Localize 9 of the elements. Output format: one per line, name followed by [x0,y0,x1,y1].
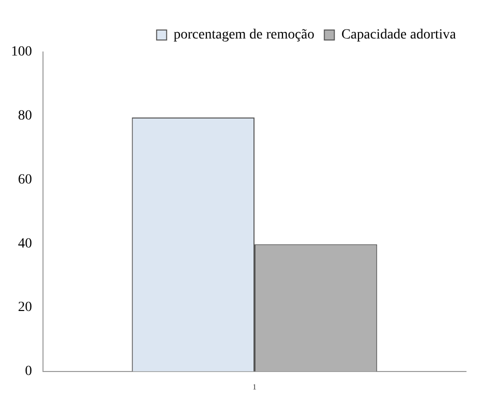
y-tick-label: 100 [11,44,32,60]
legend-label: porcentagem de remoção [174,28,314,43]
y-tick-label: 60 [18,172,32,188]
y-tick-label: 40 [18,236,32,252]
y-tick-label: 80 [18,108,32,124]
legend-label: Capacidade adortiva [341,28,457,43]
y-tick-label: 20 [18,300,32,316]
x-tick-label: 1 [252,382,256,392]
y-tick-label: 0 [25,364,32,380]
